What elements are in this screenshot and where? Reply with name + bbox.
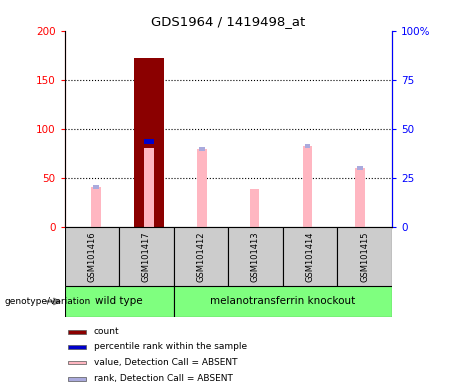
Bar [250, 189, 260, 227]
Bar [135, 58, 164, 227]
Bar [65, 286, 174, 317]
Bar [283, 227, 337, 286]
Text: melanotransferrin knockout: melanotransferrin knockout [210, 296, 355, 306]
Bar [68, 361, 86, 364]
Bar [228, 227, 283, 286]
Text: rank, Detection Call = ABSENT: rank, Detection Call = ABSENT [94, 374, 232, 383]
Bar [68, 345, 86, 349]
Text: wild type: wild type [95, 296, 143, 306]
Text: genotype/variation: genotype/variation [5, 297, 91, 306]
Bar [68, 330, 86, 334]
Bar [94, 185, 99, 189]
Bar [305, 144, 310, 148]
Bar [144, 139, 154, 144]
Text: GSM101412: GSM101412 [196, 231, 206, 281]
Bar [174, 227, 228, 286]
Text: GSM101413: GSM101413 [251, 231, 260, 281]
Bar [337, 227, 392, 286]
Text: value, Detection Call = ABSENT: value, Detection Call = ABSENT [94, 358, 237, 367]
Bar [199, 147, 205, 151]
Bar [357, 166, 363, 170]
Bar [91, 187, 101, 227]
Text: GSM101417: GSM101417 [142, 231, 151, 281]
Text: percentile rank within the sample: percentile rank within the sample [94, 342, 247, 351]
Text: count: count [94, 327, 119, 336]
Bar [65, 227, 119, 286]
Text: GSM101416: GSM101416 [87, 231, 96, 281]
Bar [144, 148, 154, 227]
Bar [355, 168, 365, 227]
Bar [197, 149, 207, 227]
Bar [302, 146, 312, 227]
Text: GSM101415: GSM101415 [360, 231, 369, 281]
Bar [119, 227, 174, 286]
Bar [174, 286, 392, 317]
Title: GDS1964 / 1419498_at: GDS1964 / 1419498_at [151, 15, 305, 28]
Text: GSM101414: GSM101414 [306, 231, 314, 281]
Bar [68, 377, 86, 381]
